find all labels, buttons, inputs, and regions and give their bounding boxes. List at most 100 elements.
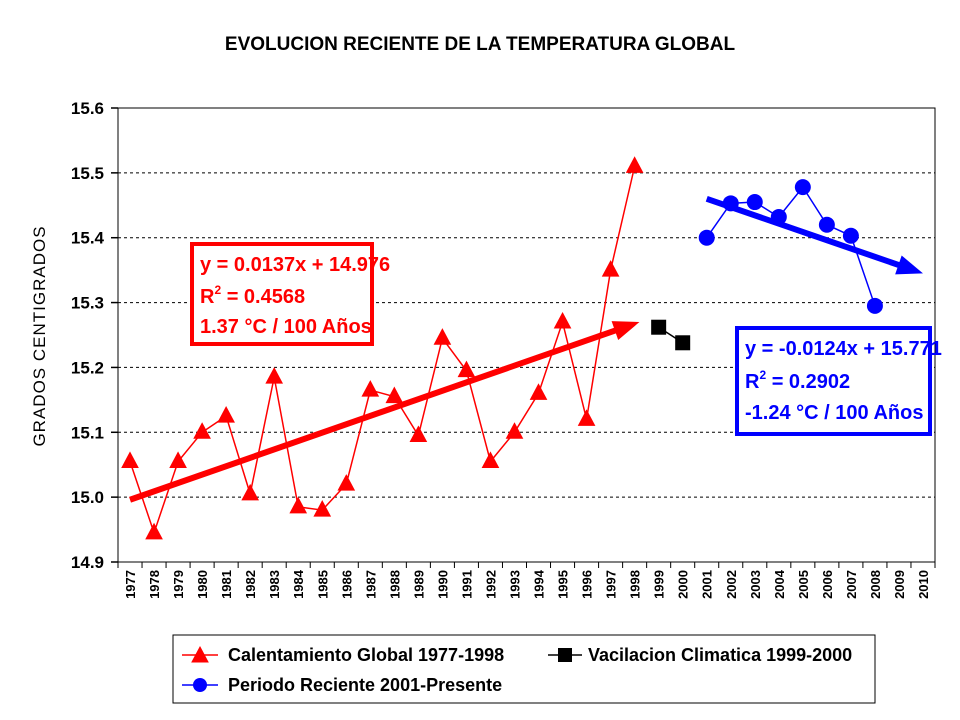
x-tick-label: 1987 (363, 570, 378, 599)
data-point-triangle (217, 406, 235, 423)
data-point-triangle (121, 451, 139, 468)
data-point-circle (818, 216, 835, 233)
data-point-triangle (481, 451, 500, 468)
x-tick-label: 2003 (748, 570, 763, 599)
annotation-red-r2: R2 = 0.4568 (200, 283, 305, 308)
x-tick-label: 1998 (628, 570, 643, 599)
x-tick-label: 1995 (556, 570, 571, 599)
x-tick-label: 2008 (868, 570, 883, 599)
legend-circle-marker (193, 678, 207, 692)
legend-entry-vacilacion: Vacilacion Climatica 1999-2000 (548, 645, 852, 665)
data-point-triangle (193, 422, 211, 439)
x-tick-label: 1992 (483, 570, 498, 599)
data-point-circle (794, 179, 811, 196)
annotation-red-r2-value: = 0.4568 (221, 286, 305, 308)
x-tick-label: 1993 (507, 570, 522, 599)
annotation-blue-equation: y = -0.0124x + 15.771 (745, 338, 942, 360)
y-tick-label: 14.9 (71, 553, 104, 572)
annotation-blue-r2-value: = 0.2902 (766, 371, 850, 393)
legend-label-calentamiento: Calentamiento Global 1977-1998 (228, 645, 504, 665)
x-tick-label: 1996 (580, 570, 595, 599)
x-tick-label: 1994 (532, 569, 547, 599)
x-tick-label: 1989 (411, 570, 426, 599)
legend-box (172, 634, 876, 704)
x-tick-label: 1990 (435, 570, 450, 599)
data-point-triangle (265, 367, 284, 384)
data-point-triangle (457, 360, 476, 378)
x-tick-label: 2010 (916, 570, 931, 599)
x-tick-label: 2005 (796, 570, 811, 599)
legend-square-marker (558, 648, 572, 662)
chart-title: EVOLUCION RECIENTE DE LA TEMPERATURA GLO… (225, 34, 736, 55)
x-tick-label: 1977 (123, 570, 138, 599)
data-point-triangle (553, 311, 572, 329)
data-point-triangle (529, 383, 548, 400)
legend-label-vacilacion: Vacilacion Climatica 1999-2000 (588, 645, 852, 665)
annotation-red-r2-prefix: R (200, 286, 215, 308)
data-point-circle (746, 194, 763, 211)
trendline-arrowhead-1 (895, 255, 923, 275)
data-point-triangle (145, 522, 163, 540)
legend-triangle-marker (191, 645, 209, 663)
x-tick-label: 2009 (892, 570, 907, 599)
x-tick-label: 2000 (676, 570, 691, 599)
series-line-0 (129, 166, 636, 536)
legend-label-periodo: Periodo Reciente 2001-Presente (228, 675, 502, 695)
data-point-triangle (241, 483, 259, 501)
annotation-red-box (190, 242, 374, 346)
x-tick-label: 1991 (459, 570, 474, 599)
y-axis-label: GRADOS CENTIGRADOS (30, 225, 49, 446)
data-point-circle (866, 297, 883, 314)
annotation-red-equation: y = 0.0137x + 14.976 (200, 254, 390, 276)
y-tick-label: 15.6 (71, 99, 104, 118)
x-tick-label: 2001 (700, 570, 715, 599)
data-point-triangle (385, 386, 404, 404)
data-point-triangle (169, 451, 187, 468)
x-tick-label: 1988 (387, 570, 402, 599)
trendline-arrowhead-0 (611, 321, 640, 341)
data-point-triangle (577, 409, 596, 426)
annotation-red-r2-sup: 2 (214, 283, 221, 297)
axes: 14.9 15.0 15.1 15.2 15.3 15.4 15.5 15.6 1977 1978… (71, 99, 936, 599)
trendline-1 (705, 195, 904, 270)
x-tick-label: 1999 (652, 570, 667, 599)
data-point-square (651, 319, 667, 335)
trendline-0 (129, 326, 620, 503)
data-point-triangle (313, 500, 332, 517)
data-point-square (675, 335, 691, 351)
x-tick-label: 2002 (724, 570, 739, 599)
legend-entry-calentamiento: Calentamiento Global 1977-1998 (182, 645, 504, 665)
x-tick-label: 1984 (291, 569, 306, 599)
x-tick-label: 1997 (604, 570, 619, 599)
legend-entry-periodo: Periodo Reciente 2001-Presente (182, 675, 502, 695)
y-tick-label: 15.3 (71, 294, 104, 313)
annotation-blue-r2-sup: 2 (759, 368, 766, 382)
data-point-triangle (433, 328, 452, 345)
x-tick-label: 2006 (820, 570, 835, 599)
y-tick-label: 15.1 (71, 423, 104, 442)
x-tick-label: 1978 (147, 570, 162, 599)
y-tick-label: 15.4 (71, 229, 105, 248)
data-point-triangle (505, 422, 524, 439)
series-layer (121, 156, 883, 540)
x-tick-label: 1981 (219, 570, 234, 599)
data-point-triangle (601, 260, 620, 277)
annotation-blue-rate: -1.24 °C / 100 Años (745, 402, 923, 424)
data-point-triangle (361, 380, 380, 397)
y-tick-label: 15.0 (71, 488, 104, 507)
data-point-triangle (289, 496, 308, 514)
annotation-blue: y = -0.0124x + 15.771 R2 = 0.2902 -1.24 … (735, 326, 942, 436)
annotation-blue-box (735, 326, 932, 436)
annotation-red-rate: 1.37 °C / 100 Años (200, 316, 372, 338)
x-tick-label: 2007 (844, 570, 859, 599)
data-point-triangle (337, 474, 356, 491)
x-tick-label: 1982 (243, 570, 258, 599)
trendlines (129, 195, 923, 503)
legend: Calentamiento Global 1977-1998 Vacilacio… (172, 634, 876, 704)
x-tick-label: 1979 (171, 570, 186, 599)
x-tick-label: 2004 (772, 569, 787, 599)
x-tick-label: 1983 (267, 570, 282, 599)
y-tick-label: 15.2 (71, 358, 104, 377)
data-point-triangle (409, 425, 428, 443)
